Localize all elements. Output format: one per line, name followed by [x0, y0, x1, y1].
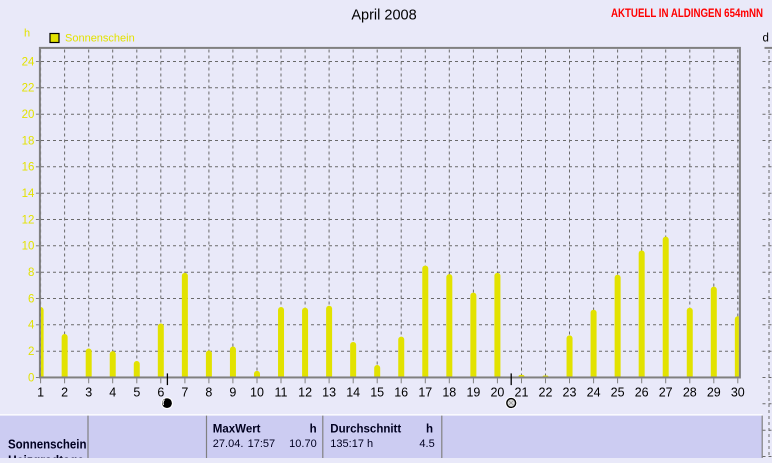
svg-text:16: 16 [394, 386, 408, 400]
svg-text:Sonnenschein: Sonnenschein [8, 437, 87, 451]
svg-text:11: 11 [275, 386, 288, 400]
svg-text:h: h [426, 423, 433, 435]
svg-text:2: 2 [61, 386, 68, 400]
svg-text:Durchschnitt: Durchschnitt [330, 423, 401, 435]
svg-text:14: 14 [346, 386, 360, 400]
svg-text:6: 6 [157, 386, 164, 400]
svg-text:8: 8 [28, 267, 34, 279]
svg-text:10: 10 [250, 386, 264, 400]
svg-text:28: 28 [683, 386, 697, 400]
svg-text:12: 12 [298, 386, 312, 400]
svg-text:17:57: 17:57 [248, 438, 276, 450]
svg-text:18: 18 [22, 135, 35, 147]
svg-text:29: 29 [707, 386, 721, 400]
svg-text:3: 3 [85, 386, 92, 400]
svg-text:17: 17 [418, 386, 432, 400]
svg-text:2: 2 [28, 346, 34, 358]
svg-text:20: 20 [22, 109, 35, 121]
svg-text:9: 9 [229, 386, 236, 400]
svg-text:21: 21 [515, 386, 529, 400]
svg-text:4.5: 4.5 [419, 438, 434, 450]
svg-text:22: 22 [22, 83, 35, 95]
svg-text:27: 27 [659, 386, 673, 400]
svg-text:Sonnenschein: Sonnenschein [65, 33, 135, 45]
svg-text:8: 8 [205, 386, 212, 400]
svg-text:24: 24 [587, 386, 601, 400]
svg-text:16: 16 [22, 162, 35, 174]
svg-text:MaxWert: MaxWert [213, 423, 261, 435]
svg-text:7: 7 [181, 386, 188, 400]
svg-text:AKTUELL IN ALDINGEN 654mNN: AKTUELL IN ALDINGEN 654mNN [611, 8, 763, 20]
svg-text:23: 23 [563, 386, 577, 400]
svg-text:12: 12 [22, 214, 35, 226]
svg-text:10.70: 10.70 [289, 438, 317, 450]
svg-text:18: 18 [442, 386, 456, 400]
svg-text:0: 0 [28, 372, 34, 384]
svg-text:h: h [310, 423, 317, 435]
svg-text:10: 10 [22, 241, 35, 253]
svg-text:19: 19 [466, 386, 480, 400]
svg-text:22: 22 [539, 386, 553, 400]
svg-text:24: 24 [22, 56, 35, 68]
svg-text:30: 30 [731, 386, 745, 400]
svg-text:h: h [24, 27, 30, 39]
svg-text:1: 1 [37, 386, 44, 400]
svg-text:13: 13 [322, 386, 336, 400]
svg-text:25: 25 [611, 386, 625, 400]
svg-text:5: 5 [133, 386, 140, 400]
svg-text:d: d [763, 32, 769, 44]
svg-text:14: 14 [22, 188, 35, 200]
svg-text:4: 4 [28, 320, 35, 332]
svg-text:4: 4 [109, 386, 116, 400]
svg-text:135:17 h: 135:17 h [330, 438, 373, 450]
svg-text:April 2008: April 2008 [351, 8, 416, 24]
svg-text:15: 15 [370, 386, 384, 400]
svg-text:26: 26 [635, 386, 649, 400]
svg-text:6: 6 [28, 293, 34, 305]
svg-text:20: 20 [490, 386, 504, 400]
svg-text:Heizgradtage: Heizgradtage [8, 453, 84, 458]
svg-text:27.04.: 27.04. [213, 438, 244, 450]
